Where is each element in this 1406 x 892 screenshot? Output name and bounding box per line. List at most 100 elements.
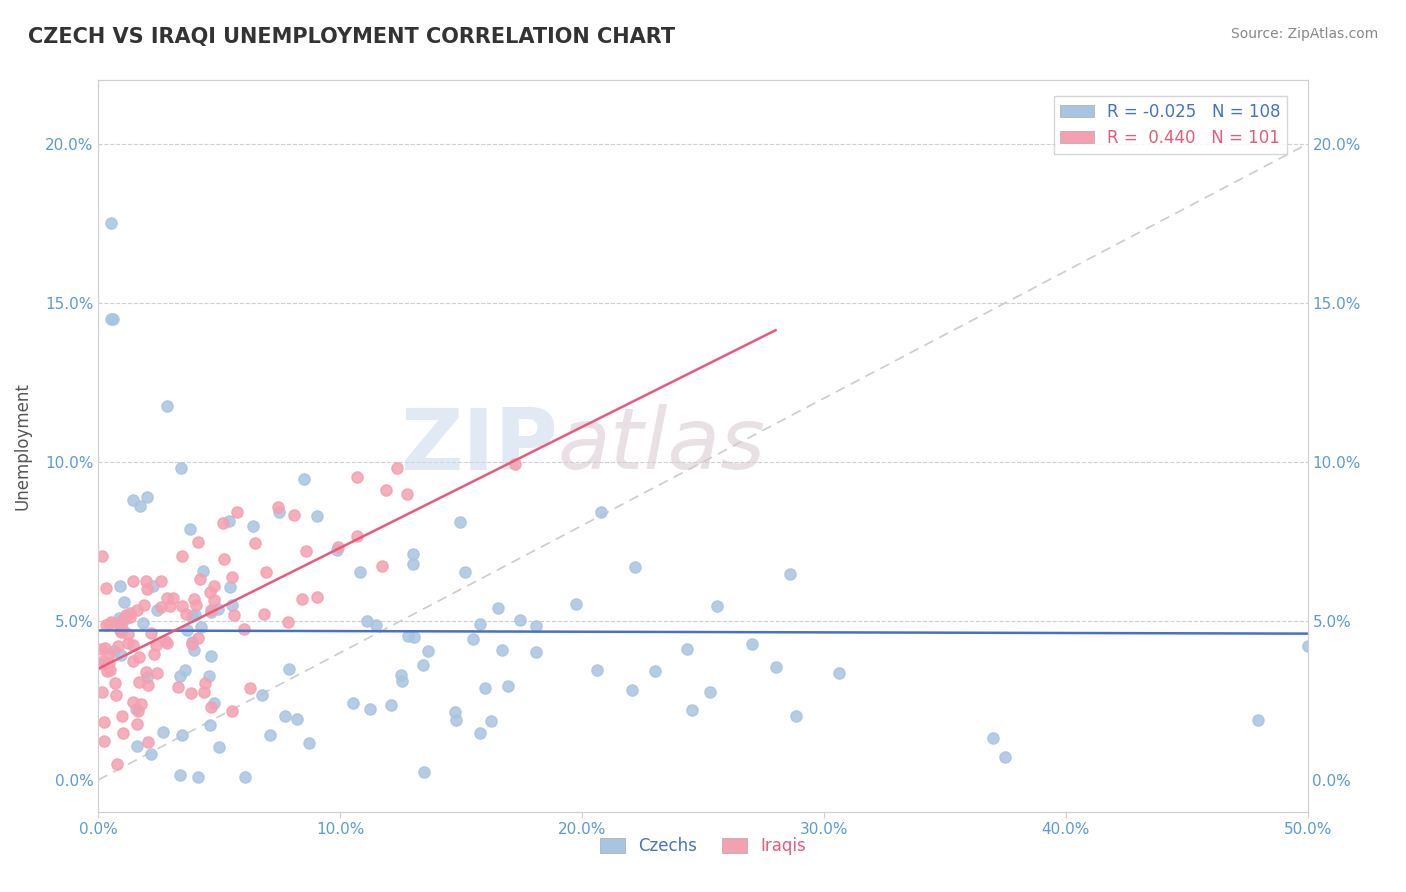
Point <box>183 591 205 606</box>
Point <box>173 663 195 677</box>
Point <box>159 599 181 614</box>
Point <box>277 662 299 676</box>
Point <box>349 565 371 579</box>
Point <box>156 399 179 413</box>
Point <box>193 676 215 690</box>
Point <box>98 617 121 632</box>
Point <box>179 522 201 536</box>
Point <box>200 718 222 732</box>
Point <box>259 728 281 742</box>
Point <box>200 700 222 714</box>
Point <box>226 506 249 520</box>
Point <box>706 599 728 613</box>
Point <box>765 660 787 674</box>
Point <box>162 591 184 605</box>
Point <box>267 500 290 514</box>
Point <box>200 602 222 616</box>
Point <box>125 717 148 731</box>
Point <box>202 592 225 607</box>
Point <box>491 643 513 657</box>
Point <box>96 665 118 679</box>
Point <box>128 499 150 513</box>
Point <box>186 598 208 612</box>
Point <box>180 686 202 700</box>
Point <box>242 518 264 533</box>
Point <box>294 543 316 558</box>
Point <box>994 749 1017 764</box>
Point <box>115 608 138 623</box>
Point <box>243 536 266 550</box>
Point <box>118 610 141 624</box>
Point <box>108 623 131 637</box>
Point <box>524 619 547 633</box>
Point <box>114 612 136 626</box>
Point <box>103 644 125 658</box>
Point <box>474 681 496 695</box>
Point <box>346 529 368 543</box>
Point <box>122 638 145 652</box>
Point <box>100 216 122 230</box>
Point <box>198 585 221 599</box>
Point <box>391 673 413 688</box>
Point <box>170 461 193 475</box>
Point <box>90 642 112 657</box>
Point <box>221 598 243 612</box>
Point <box>93 734 115 748</box>
Point <box>277 615 299 630</box>
Point <box>412 658 434 673</box>
Point <box>285 712 308 726</box>
Point <box>468 726 491 740</box>
Point <box>298 736 321 750</box>
Point <box>273 709 295 723</box>
Point <box>828 666 851 681</box>
Point <box>111 621 134 635</box>
Point <box>122 654 145 668</box>
Point <box>305 508 328 523</box>
Point <box>624 559 647 574</box>
Point <box>110 648 132 662</box>
Point <box>404 630 426 644</box>
Point <box>359 702 381 716</box>
Point <box>188 572 211 586</box>
Point <box>127 704 149 718</box>
Point <box>129 697 152 711</box>
Point <box>589 505 612 519</box>
Point <box>128 675 150 690</box>
Point <box>169 767 191 781</box>
Point <box>155 634 177 648</box>
Point <box>98 647 121 661</box>
Text: ZIP: ZIP <box>401 404 558 488</box>
Point <box>644 664 666 678</box>
Point <box>184 607 207 622</box>
Point <box>190 620 212 634</box>
Point <box>100 311 122 326</box>
Point <box>121 492 143 507</box>
Point <box>167 680 190 694</box>
Point <box>93 714 115 729</box>
Point <box>121 695 143 709</box>
Point <box>681 703 703 717</box>
Point <box>1247 713 1270 727</box>
Point <box>139 747 162 761</box>
Point <box>219 580 242 594</box>
Point <box>254 565 277 579</box>
Point <box>125 603 148 617</box>
Point <box>481 714 503 729</box>
Point <box>676 642 699 657</box>
Point <box>142 579 165 593</box>
Point <box>239 681 262 696</box>
Point <box>132 599 155 613</box>
Point <box>111 725 134 739</box>
Point <box>94 617 117 632</box>
Point <box>222 608 245 623</box>
Point <box>283 508 305 522</box>
Point <box>395 486 418 500</box>
Point <box>174 607 197 621</box>
Point <box>108 617 131 632</box>
Point <box>104 689 127 703</box>
Point <box>981 731 1004 746</box>
Point <box>97 656 120 670</box>
Point <box>156 636 179 650</box>
Point <box>233 770 256 784</box>
Point <box>135 490 157 504</box>
